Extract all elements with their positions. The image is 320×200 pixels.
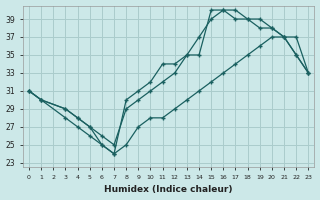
X-axis label: Humidex (Indice chaleur): Humidex (Indice chaleur) <box>104 185 233 194</box>
